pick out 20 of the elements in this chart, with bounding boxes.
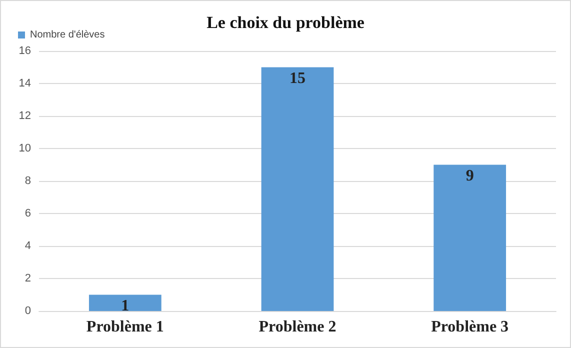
y-tick-label: 8	[24, 175, 31, 187]
bar	[261, 67, 334, 311]
y-tick-label: 0	[24, 305, 31, 317]
chart-title: Le choix du problème	[206, 13, 365, 32]
x-tick-label: Problème 3	[431, 318, 509, 336]
y-tick-label: 4	[24, 240, 31, 252]
data-label: 9	[466, 167, 474, 184]
y-tick-label: 12	[18, 110, 31, 122]
y-tick-label: 14	[18, 78, 31, 90]
x-tick-label: Problème 1	[86, 318, 164, 336]
y-tick-label: 16	[18, 45, 31, 57]
x-tick-label: Problème 2	[258, 318, 336, 336]
data-label: 15	[290, 70, 306, 87]
bar	[434, 164, 506, 311]
data-label: 1	[121, 297, 130, 314]
y-tick-label: 10	[18, 142, 31, 154]
bar	[88, 294, 162, 311]
y-tick-label: 6	[24, 208, 31, 220]
legend-label: Nombre d'élèves	[30, 30, 105, 40]
y-tick-label: 2	[24, 272, 31, 284]
